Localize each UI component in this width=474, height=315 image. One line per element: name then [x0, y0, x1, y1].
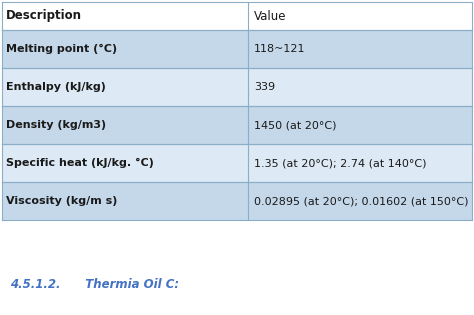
Text: Specific heat (kJ/kg. °C): Specific heat (kJ/kg. °C): [6, 158, 154, 168]
Text: Enthalpy (kJ/kg): Enthalpy (kJ/kg): [6, 82, 106, 92]
Text: Value: Value: [254, 9, 286, 22]
Text: 0.02895 (at 20°C); 0.01602 (at 150°C): 0.02895 (at 20°C); 0.01602 (at 150°C): [254, 196, 468, 206]
Bar: [248, 30, 472, 68]
Text: Density (kg/m3): Density (kg/m3): [6, 120, 106, 130]
Bar: [2, 30, 248, 68]
Bar: [2, 106, 248, 144]
Bar: [2, 144, 248, 182]
Bar: [248, 144, 472, 182]
Text: 339: 339: [254, 82, 275, 92]
Bar: [248, 182, 472, 220]
Bar: [248, 68, 472, 106]
Bar: [248, 2, 472, 30]
Text: 4.5.1.2.      Thermia Oil C:: 4.5.1.2. Thermia Oil C:: [10, 278, 179, 291]
Text: Description: Description: [6, 9, 82, 22]
Text: 1.35 (at 20°C); 2.74 (at 140°C): 1.35 (at 20°C); 2.74 (at 140°C): [254, 158, 427, 168]
Bar: [2, 68, 248, 106]
Bar: [2, 182, 248, 220]
Text: 118~121: 118~121: [254, 44, 306, 54]
Bar: [2, 2, 248, 30]
Text: Melting point (°C): Melting point (°C): [6, 44, 117, 54]
Bar: [248, 106, 472, 144]
Text: Viscosity (kg/m s): Viscosity (kg/m s): [6, 196, 118, 206]
Text: 1450 (at 20°C): 1450 (at 20°C): [254, 120, 337, 130]
